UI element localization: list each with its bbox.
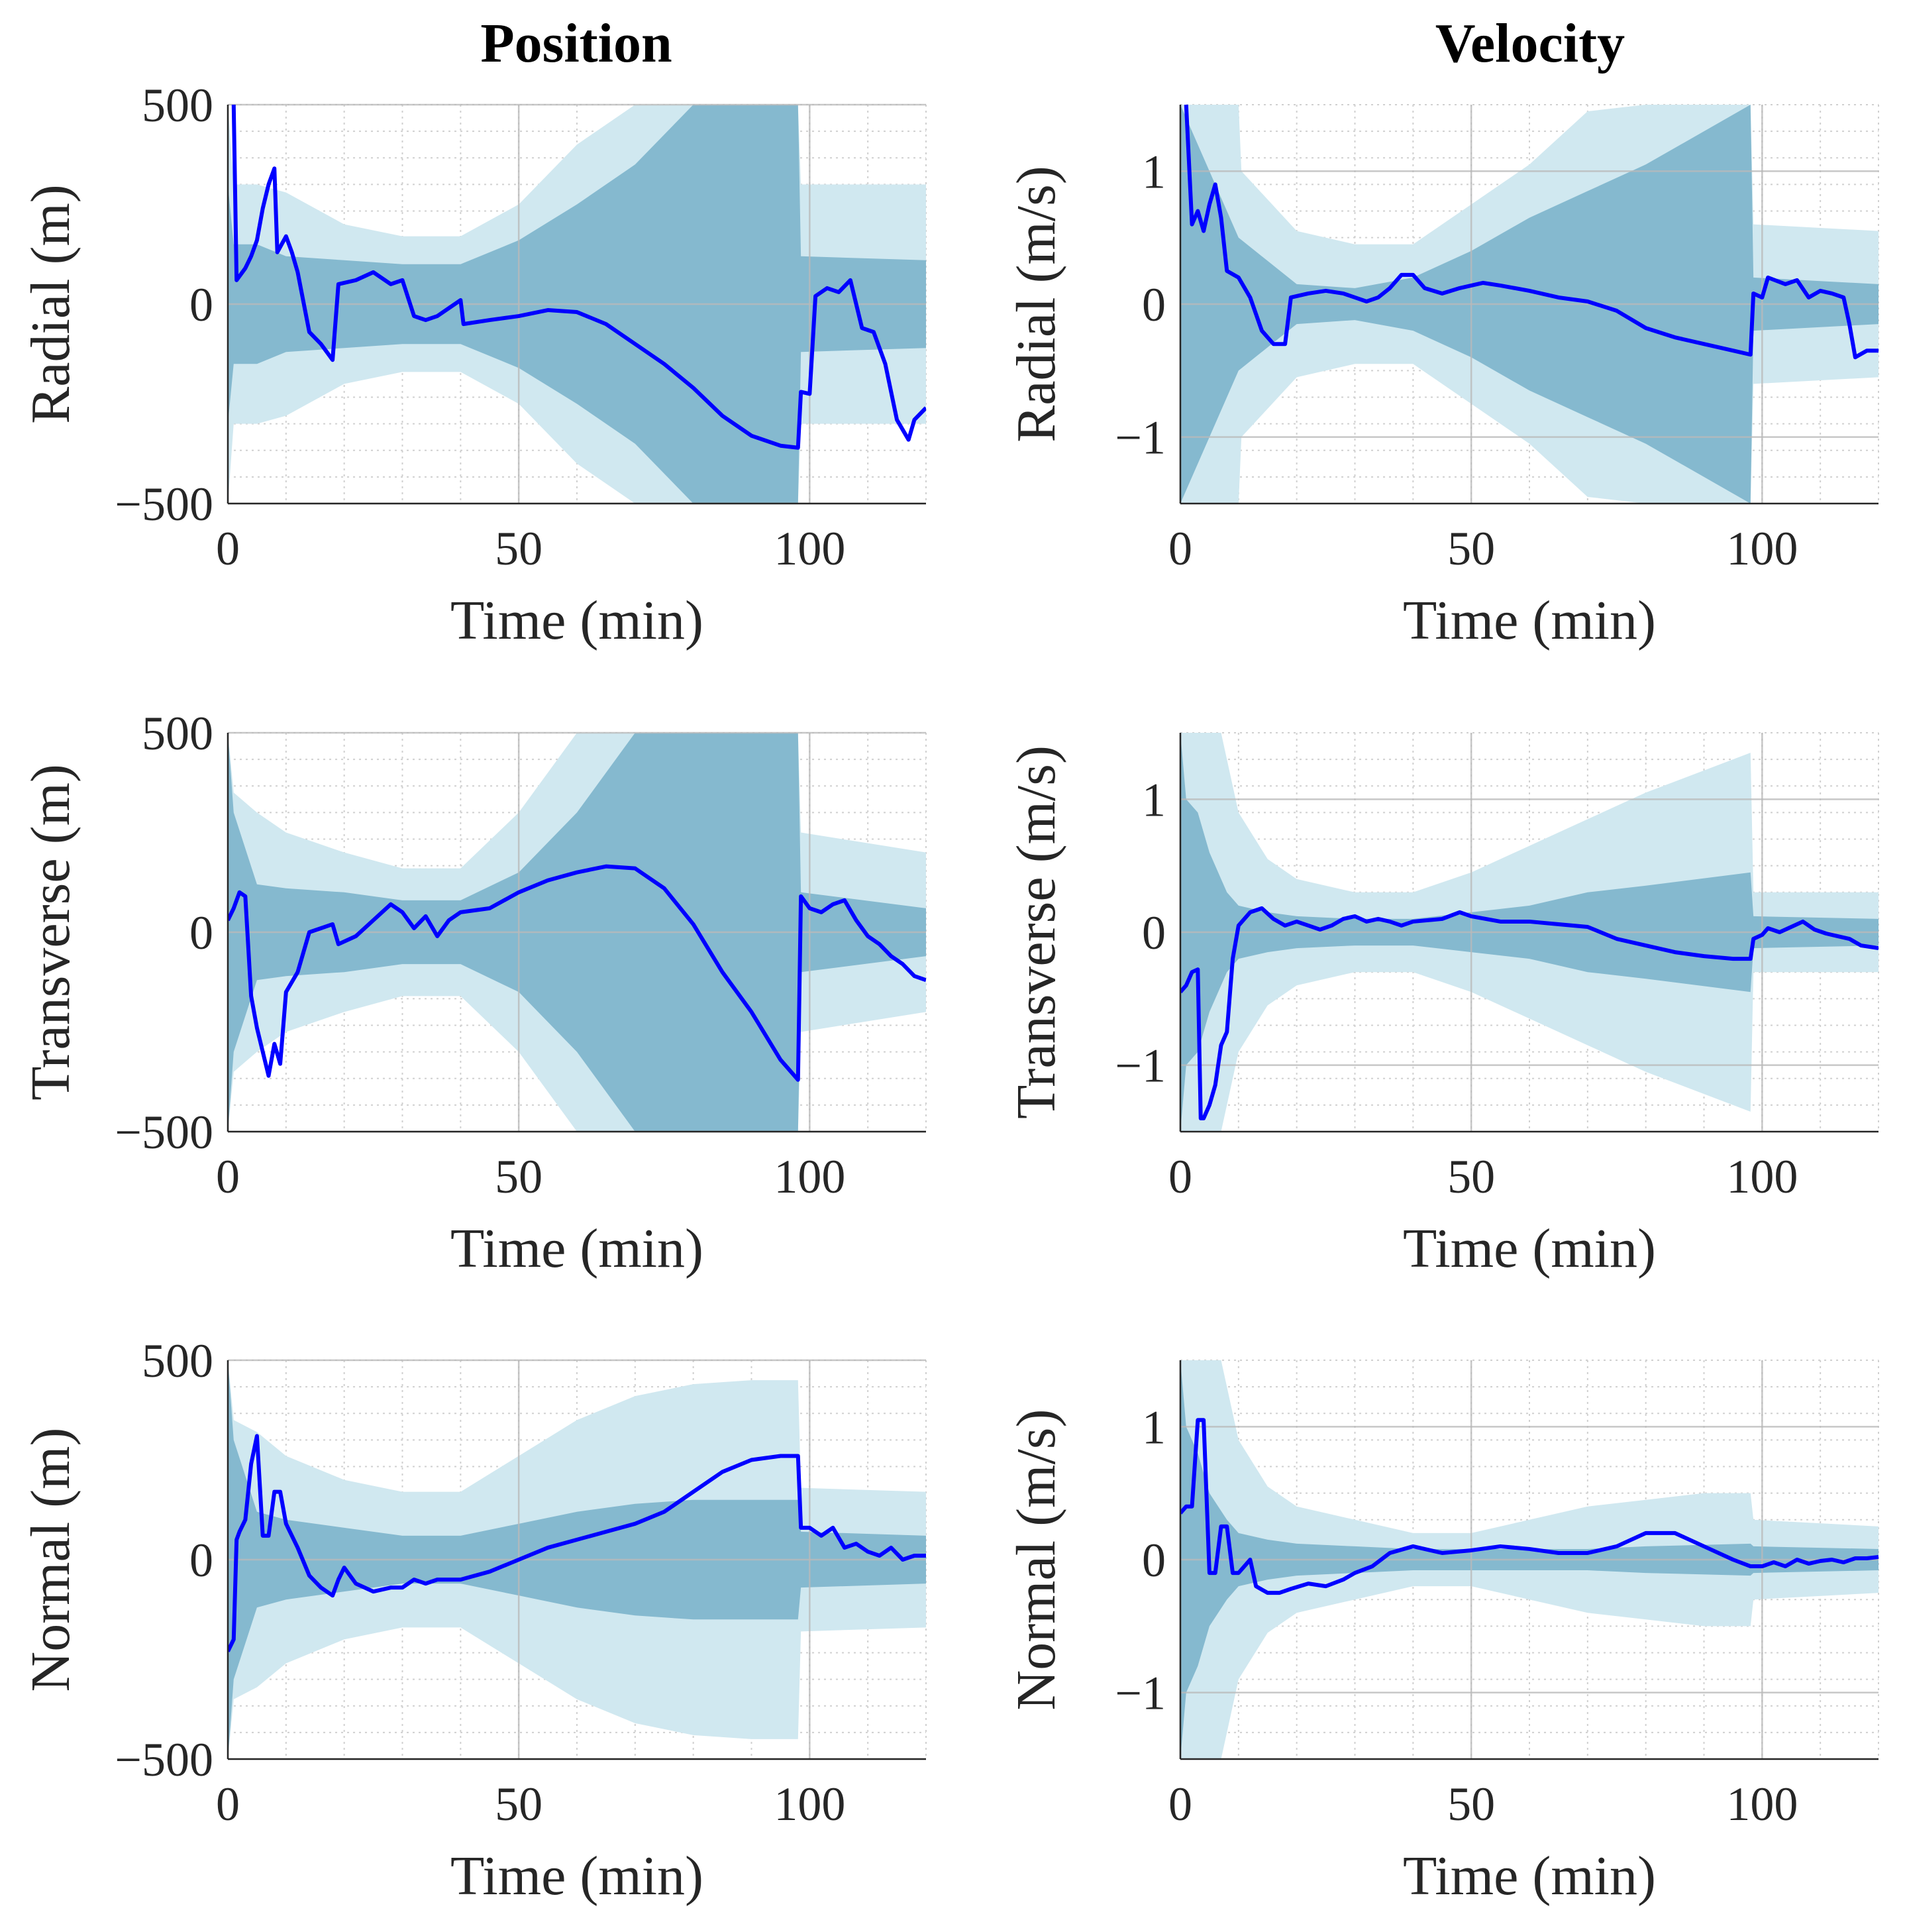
vel-normal-x-tick-label: 50: [1447, 1778, 1495, 1831]
pos-radial-series-line: [231, 105, 926, 450]
pos-transverse-y-axis-label: Transverse (m): [20, 764, 81, 1100]
vel-normal-y-axis-label: Normal (m/s): [1005, 1409, 1067, 1711]
vel-normal-chart: 0 50 100 −1 0 1 Time (min) Normal (m/s): [1005, 1360, 1879, 1907]
pos-transverse-y-tick-label: 0: [189, 906, 213, 959]
pos-radial-y-tick-label: −500: [115, 478, 213, 531]
velocity-column-title: Velocity: [1435, 13, 1625, 74]
vel-transverse-y-tick-label: −1: [1115, 1040, 1166, 1093]
vel-radial-series-line: [1184, 105, 1879, 360]
pos-radial-x-tick-label: 0: [216, 522, 240, 575]
vel-transverse-x-tick-label: 0: [1168, 1150, 1192, 1203]
vel-transverse-y-axis-label: Transverse (m/s): [1005, 745, 1067, 1119]
pos-normal-x-tick-label: 50: [495, 1778, 542, 1831]
vel-radial-x-tick-label: 50: [1447, 522, 1495, 575]
pos-normal-x-tick-label: 0: [216, 1778, 240, 1831]
vel-normal-x-tick-label: 100: [1726, 1778, 1798, 1831]
vel-normal-y-tick-label: 0: [1142, 1534, 1166, 1587]
vel-transverse-x-tick-label: 50: [1447, 1150, 1495, 1203]
vel-transverse-chart: 0 50 100 −1 0 1 Time (min) Transverse (m/s): [1005, 732, 1879, 1279]
pos-transverse-x-tick-label: 0: [216, 1150, 240, 1203]
pos-normal-y-tick-label: 0: [189, 1534, 213, 1587]
pos-transverse-x-tick-label: 100: [774, 1150, 845, 1203]
pos-transverse-x-tick-label: 50: [495, 1150, 542, 1203]
vel-normal-y-tick-label: −1: [1115, 1667, 1166, 1720]
vel-normal-series-line: [1180, 1418, 1879, 1595]
pos-normal-y-tick-label: −500: [115, 1733, 213, 1786]
pos-normal-series-line: [228, 1434, 926, 1652]
pos-radial-y-tick-label: 500: [142, 79, 213, 132]
vel-radial-y-tick-label: −1: [1115, 411, 1166, 464]
vel-transverse-x-axis-label: Time (min): [1403, 1218, 1656, 1279]
pos-radial-x-tick-label: 100: [774, 522, 845, 575]
vel-transverse-y-tick-label: 0: [1142, 906, 1166, 959]
pos-transverse-x-axis-label: Time (min): [450, 1218, 703, 1279]
pos-transverse-y-tick-label: −500: [115, 1106, 213, 1159]
vel-radial-y-axis-label: Radial (m/s): [1005, 166, 1067, 443]
vel-normal-x-tick-label: 0: [1168, 1778, 1192, 1831]
vel-radial-x-tick-label: 100: [1726, 522, 1798, 575]
vel-radial-x-tick-label: 0: [1168, 522, 1192, 575]
vel-normal-y-tick-label: 1: [1142, 1401, 1166, 1454]
vel-radial-y-tick-label: 0: [1142, 278, 1166, 331]
pos-radial-y-tick-label: 0: [189, 278, 213, 331]
pos-radial-x-tick-label: 50: [495, 522, 542, 575]
position-column-title: Position: [480, 13, 672, 74]
pos-transverse-y-tick-label: 500: [142, 707, 213, 760]
vel-transverse-series-line: [1180, 906, 1879, 1120]
pos-normal-x-axis-label: Time (min): [450, 1845, 703, 1907]
vel-radial-x-axis-label: Time (min): [1403, 590, 1656, 651]
vel-normal-x-axis-label: Time (min): [1403, 1845, 1656, 1907]
pos-normal-x-tick-label: 100: [774, 1778, 845, 1831]
pos-radial-x-axis-label: Time (min): [450, 590, 703, 651]
vel-radial-y-tick-label: 1: [1142, 145, 1166, 198]
vel-transverse-y-tick-label: 1: [1142, 773, 1166, 826]
vel-transverse-x-tick-label: 100: [1726, 1150, 1798, 1203]
pos-normal-y-tick-label: 500: [142, 1334, 213, 1387]
pos-radial-y-axis-label: Radial (m): [20, 184, 81, 424]
pos-transverse-series-line: [228, 864, 926, 1082]
vel-radial-chart: 0 50 100 −1 0 1 Time (min) Radial (m/s): [1005, 104, 1879, 651]
pos-normal-y-axis-label: Normal (m): [20, 1428, 81, 1692]
